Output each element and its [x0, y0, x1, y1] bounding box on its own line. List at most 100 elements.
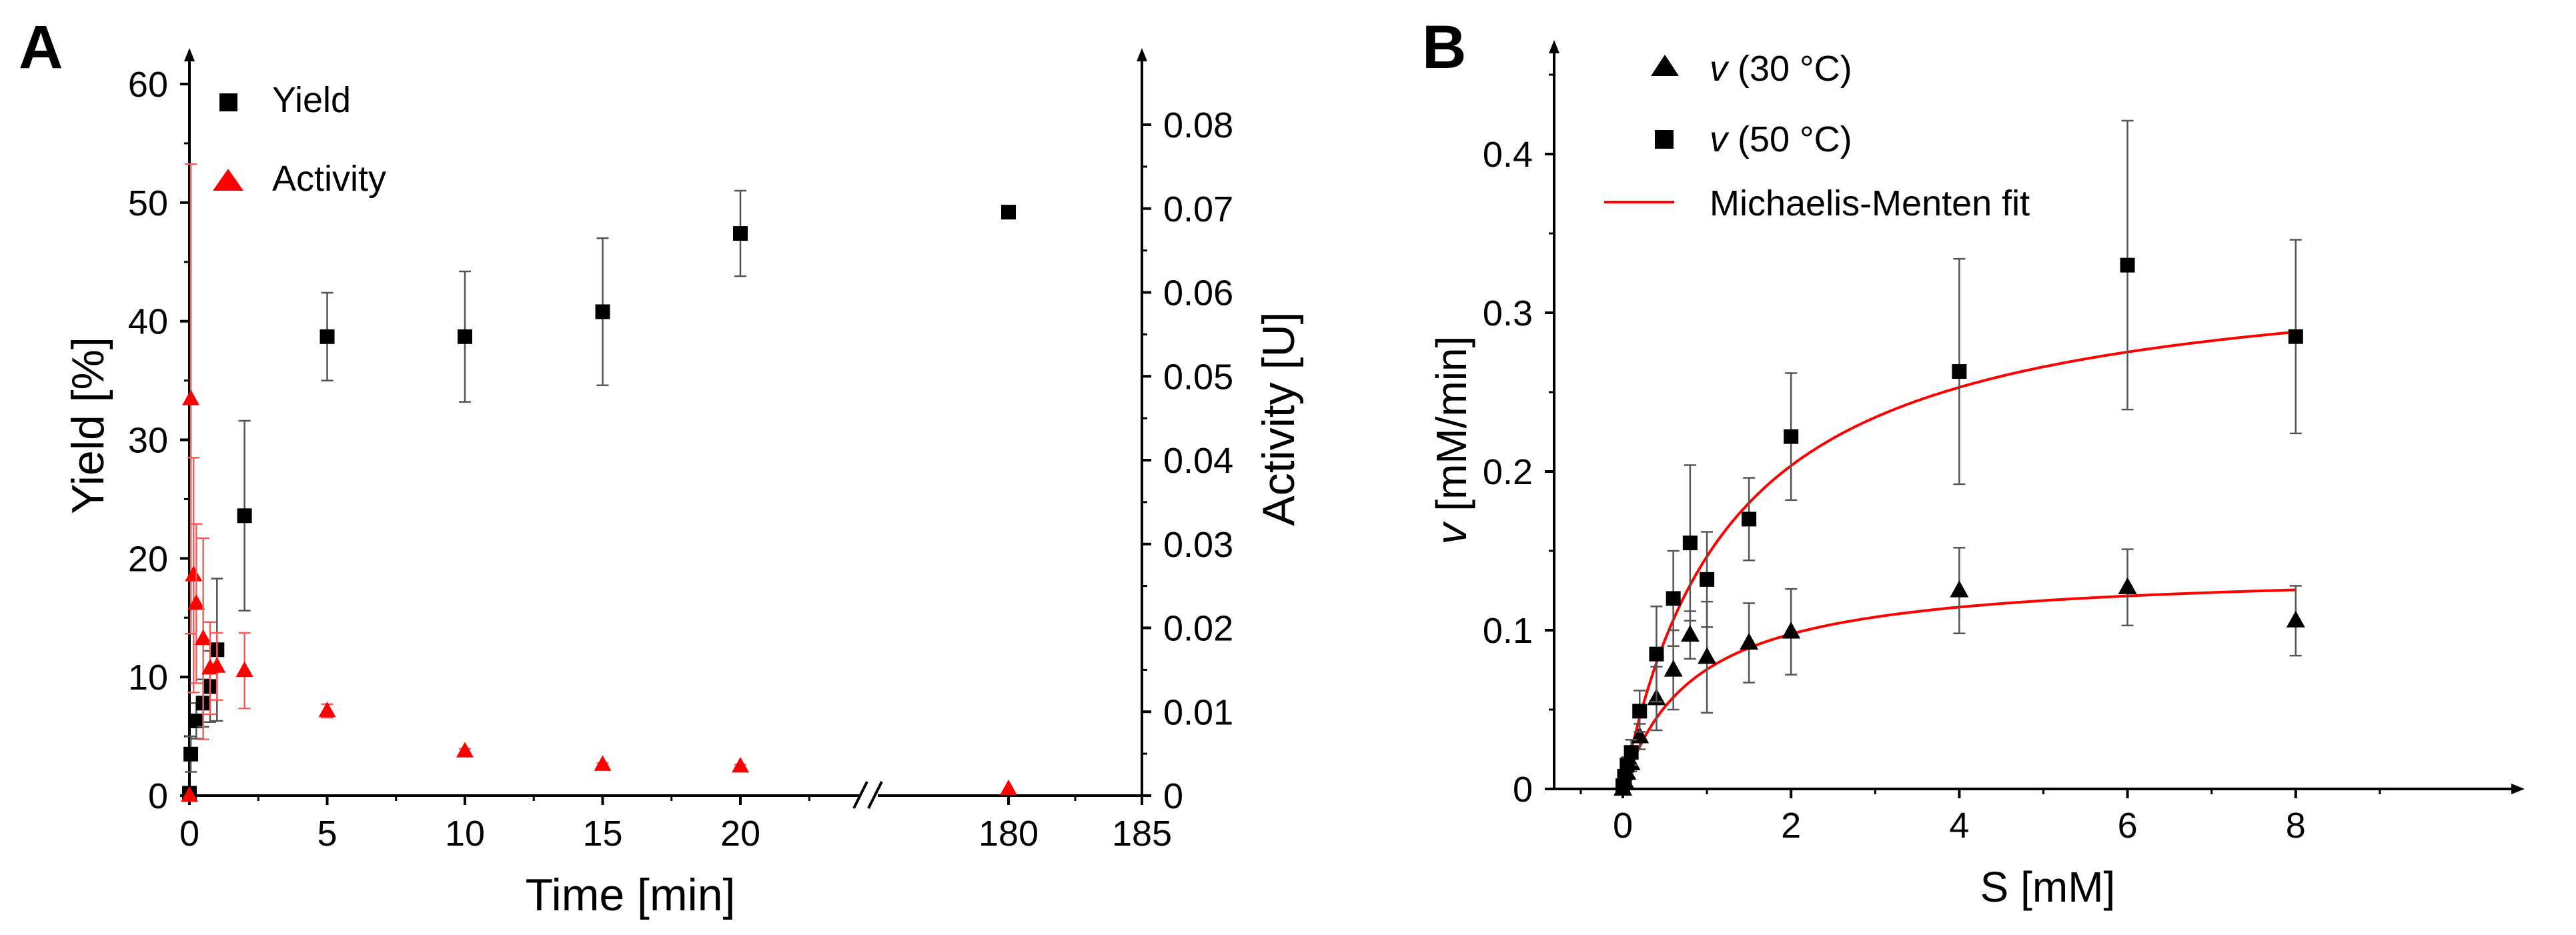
b-50c-point [1666, 591, 1681, 606]
a-legend: Yield Activity [213, 80, 386, 199]
b-y-tick-label: 0.3 [1483, 293, 1533, 333]
a-y-tick-label: 10 [128, 658, 168, 698]
b-legend-50c-marker [1655, 130, 1674, 149]
b-legend-30c-label: v (30 °C) [1710, 49, 1852, 89]
a-y2-tick-label: 0.01 [1163, 692, 1233, 732]
a-y2-tick-label: 0.04 [1163, 441, 1233, 481]
b-30c-point [2118, 577, 2137, 594]
b-ticks: 0 2 4 6 8 0 0.1 0.2 0.3 0.4 [1483, 73, 2381, 846]
a-x-tick-label: 0 [179, 814, 199, 854]
a-activity-point [456, 742, 474, 758]
b-50c-point [1649, 646, 1664, 662]
b-50c-point [1700, 572, 1715, 587]
b-30c-point [1698, 647, 1717, 664]
b-x-tick-label: 4 [1949, 806, 1969, 846]
b-50c-point [1742, 512, 1757, 527]
a-yield-point [595, 304, 610, 319]
a-legend-activity-marker [213, 169, 243, 191]
a-x-tick-label: 15 [582, 814, 622, 854]
b-50c-point [1784, 429, 1799, 444]
a-x-axis-label: Time [min] [526, 870, 736, 920]
a-axis-break-mark-1 [852, 781, 868, 809]
b-y-axis-label-var: v [1427, 520, 1475, 544]
b-x-axis-label: S [mM] [1980, 863, 2116, 911]
a-y-tick-label: 0 [148, 776, 168, 816]
b-y-tick-label: 0 [1513, 770, 1533, 810]
b-y-axis-label: v [mM/min] [1427, 336, 1475, 545]
a-yield-point [189, 713, 204, 728]
b-30c-point [1950, 580, 1969, 598]
a-y2-tick-label: 0.08 [1163, 105, 1233, 145]
a-y2-tick-label: 0.02 [1163, 609, 1233, 649]
b-50c-point [1620, 758, 1635, 773]
panel-b: B 0 2 4 6 8 0 0.1 0.2 0.3 0.4 S [mM] v [mM/min] v… [1422, 13, 2525, 911]
a-yield-point [183, 746, 199, 762]
a-y2-axis-label: Activity [U] [1253, 311, 1304, 526]
a-legend-yield-label: Yield [272, 80, 351, 120]
panel-a-label: A [19, 13, 63, 81]
a-activity-point [1000, 779, 1017, 796]
b-legend-50c-label: v (50 °C) [1710, 119, 1852, 159]
b-50c-point [1952, 364, 1967, 379]
b-30c-point [1664, 660, 1683, 677]
b-legend-fit-label: Michaelis-Menten fit [1710, 183, 2030, 223]
a-y-tick-label: 30 [128, 421, 168, 461]
a-x-tick-label: 20 [720, 814, 760, 854]
a-ticks: 010203040506000.010.020.030.040.050.060.… [128, 65, 1233, 854]
b-legend-50c-text: (50 °C) [1728, 119, 1852, 159]
a-activity-point [194, 629, 212, 646]
a-activity-point [182, 389, 200, 405]
a-x-tick-label: 5 [317, 814, 337, 854]
b-x-tick-label: 2 [1781, 806, 1801, 846]
b-30c-point [1740, 632, 1759, 650]
b-30c-point [1782, 622, 1801, 639]
b-50c-point [2120, 257, 2135, 273]
b-x-tick-label: 8 [2286, 806, 2306, 846]
a-activity-point [318, 701, 336, 718]
b-y-tick-label: 0.4 [1483, 135, 1533, 175]
a-activity-point [187, 594, 205, 610]
a-legend-yield-marker [219, 93, 237, 111]
a-y2-tick-label: 0.07 [1163, 189, 1233, 229]
a-legend-activity-label: Activity [272, 159, 386, 199]
a-x-tick-label: 180 [979, 814, 1039, 854]
a-yield-point [237, 508, 252, 524]
panel-b-label: B [1422, 13, 1466, 81]
b-50c-point [2288, 329, 2303, 344]
a-y-tick-label: 50 [128, 183, 168, 223]
a-yield-point [733, 226, 748, 241]
a-y2-tick-label: 0.06 [1163, 273, 1233, 313]
a-activity-point [235, 661, 253, 677]
a-marks [181, 163, 1017, 802]
b-legend-30c-marker [1651, 55, 1679, 76]
b-x-tick-label: 6 [2118, 806, 2138, 846]
a-yield-point [319, 329, 335, 344]
a-y-tick-label: 60 [128, 65, 168, 105]
a-yield-point [458, 329, 472, 344]
a-activity-point [732, 756, 749, 773]
b-legend-30c-text: (30 °C) [1728, 49, 1852, 89]
b-marks [1614, 119, 2305, 796]
a-activity-point [594, 755, 612, 771]
a-y2-tick-label: 0.05 [1163, 357, 1233, 397]
a-activity-point [208, 657, 226, 673]
a-activity-point [185, 566, 203, 582]
panel-a: A 010203040506000.010.020.030.040.050.06… [19, 13, 1304, 920]
a-axis-break-mark-2 [867, 781, 883, 809]
b-30c-point [2286, 610, 2305, 628]
b-legend-50c-var: v [1710, 119, 1730, 159]
a-y2-tick-label: 0 [1163, 776, 1183, 816]
b-legend: v (30 °C) v (50 °C) Michaelis-Menten fit [1604, 49, 2030, 223]
b-y-axis-label-unit: [mM/min] [1427, 336, 1475, 524]
a-y-tick-label: 20 [128, 539, 168, 579]
a-activity-point [181, 786, 198, 802]
b-50c-point [1632, 704, 1648, 719]
b-x-tick-label: 0 [1613, 806, 1633, 846]
b-legend-30c-var: v [1710, 49, 1730, 89]
a-x-tick-label: 10 [445, 814, 485, 854]
b-50c-point [1682, 536, 1698, 551]
b-y-tick-label: 0.1 [1483, 611, 1533, 651]
a-y2-tick-label: 0.03 [1163, 525, 1233, 565]
a-y-axis-label: Yield [%] [63, 337, 113, 514]
